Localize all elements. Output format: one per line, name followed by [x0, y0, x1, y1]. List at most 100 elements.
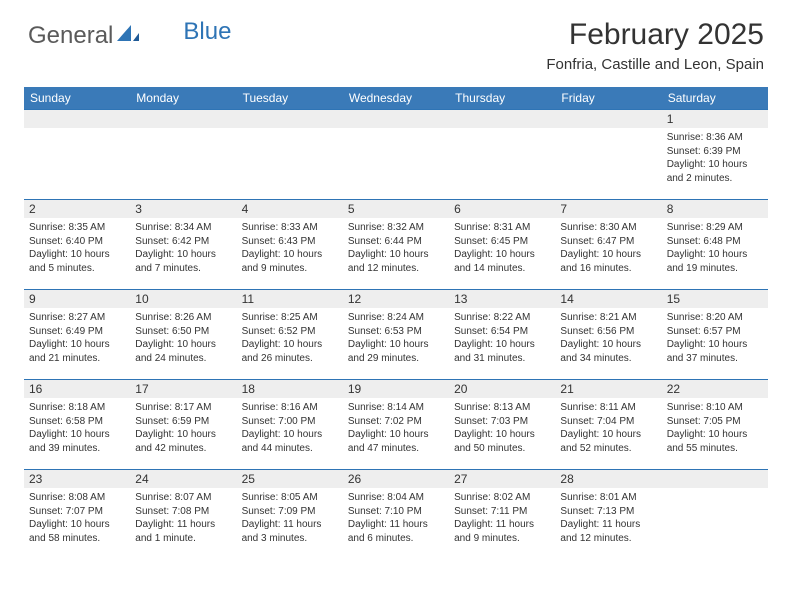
sunset-text: Sunset: 6:47 PM: [560, 235, 656, 249]
sunrise-text: Sunrise: 8:02 AM: [454, 491, 550, 505]
calendar-day-cell: 16Sunrise: 8:18 AMSunset: 6:58 PMDayligh…: [24, 380, 130, 470]
sunset-text: Sunset: 7:07 PM: [29, 505, 125, 519]
calendar-week-row: 16Sunrise: 8:18 AMSunset: 6:58 PMDayligh…: [24, 380, 768, 470]
calendar-day-cell: 15Sunrise: 8:20 AMSunset: 6:57 PMDayligh…: [662, 290, 768, 380]
sunset-text: Sunset: 6:49 PM: [29, 325, 125, 339]
day-number: 13: [449, 290, 555, 308]
daylight-text: Daylight: 10 hours: [560, 428, 656, 442]
day-number: 19: [343, 380, 449, 398]
calendar-day-cell: [237, 110, 343, 200]
sunset-text: Sunset: 7:04 PM: [560, 415, 656, 429]
sunset-text: Sunset: 6:45 PM: [454, 235, 550, 249]
daylight-text: and 39 minutes.: [29, 442, 125, 456]
day-details: Sunrise: 8:32 AMSunset: 6:44 PMDaylight:…: [343, 218, 449, 278]
daylight-text: and 1 minute.: [135, 532, 231, 546]
logo-text-general: General: [28, 22, 113, 50]
day-number: 10: [130, 290, 236, 308]
location: Fonfria, Castille and Leon, Spain: [546, 56, 764, 73]
sunrise-text: Sunrise: 8:24 AM: [348, 311, 444, 325]
sunrise-text: Sunrise: 8:04 AM: [348, 491, 444, 505]
day-number: 27: [449, 470, 555, 488]
calendar-day-cell: 13Sunrise: 8:22 AMSunset: 6:54 PMDayligh…: [449, 290, 555, 380]
day-number: 4: [237, 200, 343, 218]
calendar-day-cell: 19Sunrise: 8:14 AMSunset: 7:02 PMDayligh…: [343, 380, 449, 470]
daylight-text: and 26 minutes.: [242, 352, 338, 366]
calendar-day-cell: 5Sunrise: 8:32 AMSunset: 6:44 PMDaylight…: [343, 200, 449, 290]
calendar-day-cell: [555, 110, 661, 200]
daylight-text: and 31 minutes.: [454, 352, 550, 366]
daylight-text: Daylight: 11 hours: [242, 518, 338, 532]
day-number: 16: [24, 380, 130, 398]
daylight-text: and 12 minutes.: [348, 262, 444, 276]
day-number: 11: [237, 290, 343, 308]
day-number: 28: [555, 470, 661, 488]
sunrise-text: Sunrise: 8:20 AM: [667, 311, 763, 325]
day-details: Sunrise: 8:08 AMSunset: 7:07 PMDaylight:…: [24, 488, 130, 548]
sunrise-text: Sunrise: 8:13 AM: [454, 401, 550, 415]
empty-day: [662, 470, 768, 488]
sunrise-text: Sunrise: 8:29 AM: [667, 221, 763, 235]
day-details: Sunrise: 8:20 AMSunset: 6:57 PMDaylight:…: [662, 308, 768, 368]
day-details: Sunrise: 8:18 AMSunset: 6:58 PMDaylight:…: [24, 398, 130, 458]
daylight-text: and 47 minutes.: [348, 442, 444, 456]
title-block: February 2025 Fonfria, Castille and Leon…: [546, 18, 764, 73]
day-details: Sunrise: 8:04 AMSunset: 7:10 PMDaylight:…: [343, 488, 449, 548]
day-number: 17: [130, 380, 236, 398]
calendar-body: 1Sunrise: 8:36 AMSunset: 6:39 PMDaylight…: [24, 110, 768, 560]
sunset-text: Sunset: 6:52 PM: [242, 325, 338, 339]
empty-day: [343, 110, 449, 128]
calendar-week-row: 1Sunrise: 8:36 AMSunset: 6:39 PMDaylight…: [24, 110, 768, 200]
logo-sail-icon: [115, 22, 141, 50]
day-details: Sunrise: 8:24 AMSunset: 6:53 PMDaylight:…: [343, 308, 449, 368]
daylight-text: Daylight: 11 hours: [454, 518, 550, 532]
daylight-text: Daylight: 10 hours: [454, 428, 550, 442]
day-number: 1: [662, 110, 768, 128]
calendar-day-cell: 6Sunrise: 8:31 AMSunset: 6:45 PMDaylight…: [449, 200, 555, 290]
weekday-header: Monday: [130, 87, 236, 110]
daylight-text: Daylight: 10 hours: [667, 248, 763, 262]
sunset-text: Sunset: 6:59 PM: [135, 415, 231, 429]
daylight-text: and 34 minutes.: [560, 352, 656, 366]
sunrise-text: Sunrise: 8:32 AM: [348, 221, 444, 235]
daylight-text: Daylight: 10 hours: [29, 518, 125, 532]
day-details: Sunrise: 8:30 AMSunset: 6:47 PMDaylight:…: [555, 218, 661, 278]
day-number: 2: [24, 200, 130, 218]
calendar-day-cell: 23Sunrise: 8:08 AMSunset: 7:07 PMDayligh…: [24, 470, 130, 560]
daylight-text: Daylight: 10 hours: [348, 248, 444, 262]
calendar-day-cell: 28Sunrise: 8:01 AMSunset: 7:13 PMDayligh…: [555, 470, 661, 560]
daylight-text: and 3 minutes.: [242, 532, 338, 546]
daylight-text: Daylight: 10 hours: [242, 338, 338, 352]
calendar-day-cell: 25Sunrise: 8:05 AMSunset: 7:09 PMDayligh…: [237, 470, 343, 560]
daylight-text: and 5 minutes.: [29, 262, 125, 276]
sunrise-text: Sunrise: 8:07 AM: [135, 491, 231, 505]
daylight-text: and 55 minutes.: [667, 442, 763, 456]
daylight-text: and 2 minutes.: [667, 172, 763, 186]
sunrise-text: Sunrise: 8:17 AM: [135, 401, 231, 415]
calendar-day-cell: 10Sunrise: 8:26 AMSunset: 6:50 PMDayligh…: [130, 290, 236, 380]
day-details: Sunrise: 8:10 AMSunset: 7:05 PMDaylight:…: [662, 398, 768, 458]
sunset-text: Sunset: 7:11 PM: [454, 505, 550, 519]
daylight-text: Daylight: 10 hours: [667, 338, 763, 352]
calendar-day-cell: 11Sunrise: 8:25 AMSunset: 6:52 PMDayligh…: [237, 290, 343, 380]
daylight-text: and 50 minutes.: [454, 442, 550, 456]
month-title: February 2025: [546, 18, 764, 52]
day-details: Sunrise: 8:07 AMSunset: 7:08 PMDaylight:…: [130, 488, 236, 548]
day-number: 6: [449, 200, 555, 218]
logo: General Blue: [28, 18, 231, 50]
daylight-text: and 24 minutes.: [135, 352, 231, 366]
sunset-text: Sunset: 6:53 PM: [348, 325, 444, 339]
sunset-text: Sunset: 7:10 PM: [348, 505, 444, 519]
day-details: Sunrise: 8:16 AMSunset: 7:00 PMDaylight:…: [237, 398, 343, 458]
daylight-text: and 44 minutes.: [242, 442, 338, 456]
sunrise-text: Sunrise: 8:21 AM: [560, 311, 656, 325]
sunset-text: Sunset: 7:03 PM: [454, 415, 550, 429]
calendar-day-cell: 17Sunrise: 8:17 AMSunset: 6:59 PMDayligh…: [130, 380, 236, 470]
calendar-day-cell: [130, 110, 236, 200]
day-number: 5: [343, 200, 449, 218]
calendar-day-cell: [662, 470, 768, 560]
daylight-text: Daylight: 11 hours: [560, 518, 656, 532]
empty-day: [24, 110, 130, 128]
day-details: Sunrise: 8:21 AMSunset: 6:56 PMDaylight:…: [555, 308, 661, 368]
day-number: 26: [343, 470, 449, 488]
day-details: Sunrise: 8:27 AMSunset: 6:49 PMDaylight:…: [24, 308, 130, 368]
